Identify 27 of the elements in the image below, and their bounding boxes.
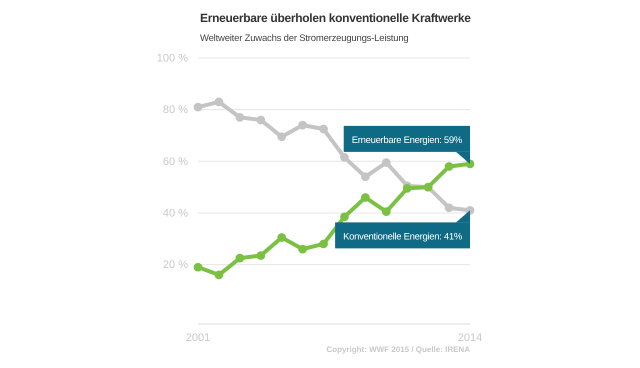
point	[194, 262, 202, 272]
point	[340, 212, 349, 222]
point	[382, 158, 391, 167]
point	[444, 203, 454, 212]
point	[361, 172, 370, 182]
point	[382, 207, 391, 216]
point	[298, 244, 307, 254]
point	[235, 254, 244, 263]
point	[277, 132, 286, 142]
point	[256, 116, 266, 124]
chart-title: Erneuerbare überholen konventionelle Kraftwerke	[200, 11, 472, 25]
point	[277, 233, 286, 242]
point	[235, 113, 244, 122]
annotation: Erneuerbare Energien: 59%	[352, 134, 463, 146]
point	[340, 153, 349, 162]
point	[444, 162, 454, 171]
annotation: Konventionelle Energien: 41%	[343, 231, 463, 242]
point	[319, 124, 328, 134]
point	[214, 270, 224, 280]
point	[214, 98, 224, 106]
point	[361, 193, 370, 202]
point	[194, 102, 202, 112]
chart-subtitle: Weltweiter Zuwachs der Stromerzeugungs-Leistung	[200, 33, 408, 44]
point	[319, 240, 328, 248]
point	[298, 120, 307, 130]
point	[402, 184, 412, 193]
point	[256, 251, 266, 260]
